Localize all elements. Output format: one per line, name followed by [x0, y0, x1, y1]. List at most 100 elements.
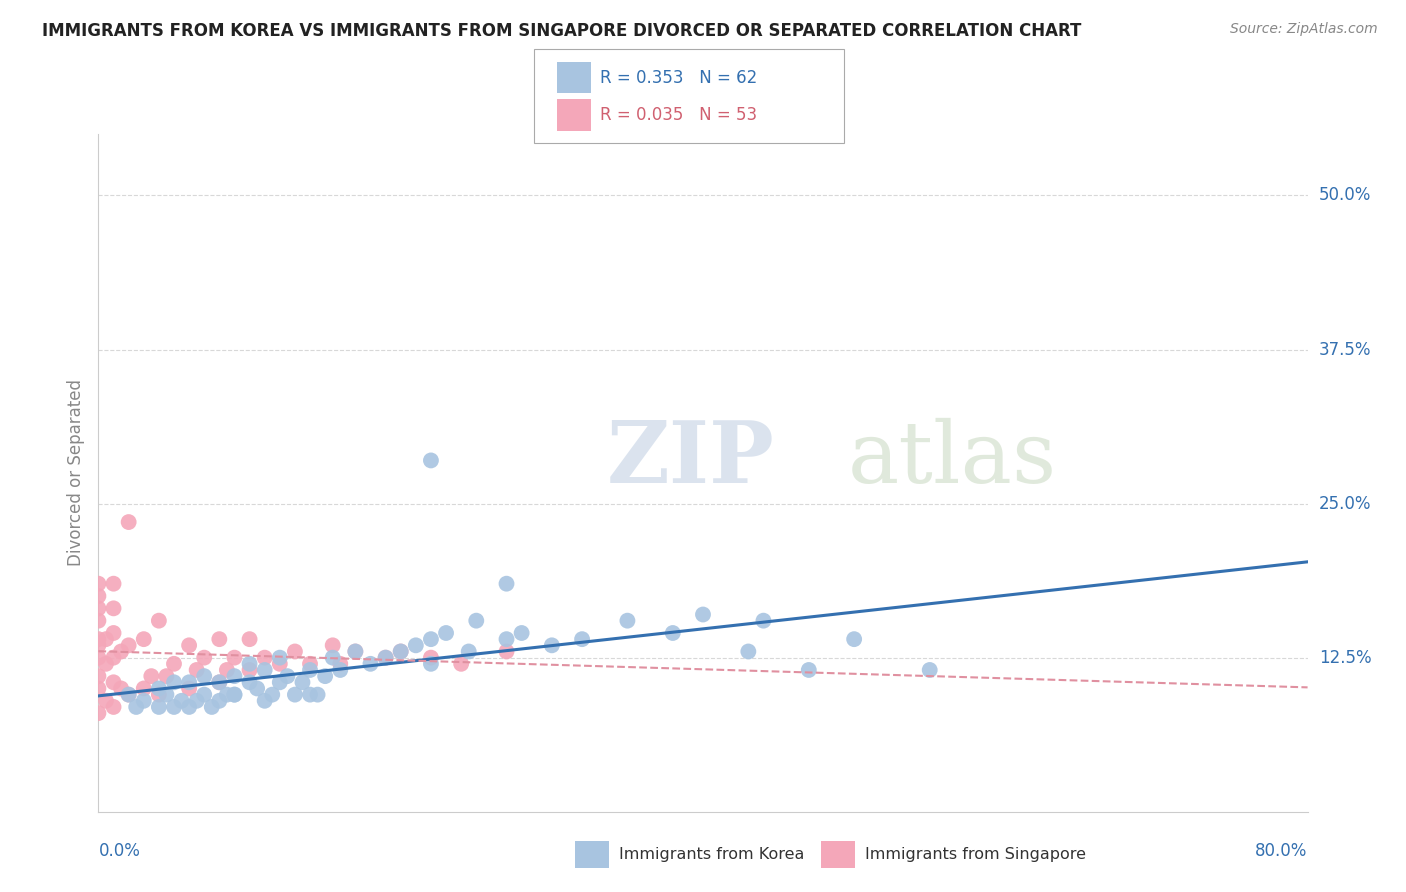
Point — [797, 663, 820, 677]
Text: IMMIGRANTS FROM KOREA VS IMMIGRANTS FROM SINGAPORE DIVORCED OR SEPARATED CORRELA: IMMIGRANTS FROM KOREA VS IMMIGRANTS FROM… — [42, 22, 1081, 40]
Point — [322, 650, 344, 665]
Point — [322, 638, 344, 652]
Point — [918, 663, 941, 677]
Point — [87, 632, 110, 647]
Point — [186, 663, 208, 677]
Point — [215, 663, 238, 677]
Point — [299, 688, 322, 702]
Point — [269, 657, 291, 671]
Point — [495, 632, 517, 647]
Point — [87, 706, 110, 720]
Point — [163, 700, 186, 714]
Point — [224, 688, 246, 702]
Point — [495, 576, 517, 591]
Point — [193, 669, 215, 683]
Point — [262, 688, 284, 702]
Point — [419, 650, 441, 665]
Point — [291, 675, 314, 690]
Point — [193, 650, 215, 665]
Point — [239, 675, 262, 690]
Point — [224, 688, 246, 702]
Point — [87, 601, 110, 615]
Point — [163, 657, 186, 671]
Point — [94, 694, 117, 708]
Point — [163, 675, 186, 690]
Point — [170, 694, 193, 708]
Point — [752, 614, 775, 628]
Point — [360, 657, 382, 671]
Point — [215, 688, 238, 702]
Point — [419, 657, 441, 671]
Point — [103, 601, 125, 615]
Point — [87, 589, 110, 603]
Point — [540, 638, 562, 652]
Point — [389, 644, 412, 658]
Point — [314, 669, 336, 683]
Point — [132, 632, 155, 647]
Text: 50.0%: 50.0% — [1319, 186, 1371, 204]
Point — [844, 632, 866, 647]
Point — [239, 657, 262, 671]
Point — [186, 694, 208, 708]
Point — [103, 675, 125, 690]
Point — [253, 663, 276, 677]
Point — [299, 663, 322, 677]
Point — [125, 700, 148, 714]
Point — [87, 614, 110, 628]
Text: atlas: atlas — [848, 417, 1057, 500]
Point — [141, 669, 163, 683]
Point — [434, 626, 457, 640]
Point — [510, 626, 533, 640]
Point — [103, 700, 125, 714]
Point — [389, 644, 412, 658]
Y-axis label: Divorced or Separated: Divorced or Separated — [66, 379, 84, 566]
Point — [110, 644, 132, 658]
Point — [246, 681, 269, 696]
Point — [253, 694, 276, 708]
Point — [118, 688, 141, 702]
Text: 25.0%: 25.0% — [1319, 494, 1371, 513]
Point — [177, 638, 201, 652]
Point — [276, 669, 298, 683]
Text: 0.0%: 0.0% — [98, 842, 141, 860]
Point — [329, 663, 352, 677]
Text: Immigrants from Singapore: Immigrants from Singapore — [865, 847, 1085, 863]
Point — [208, 675, 231, 690]
Point — [110, 681, 132, 696]
Point — [208, 632, 231, 647]
Point — [87, 669, 110, 683]
Point — [148, 614, 170, 628]
Point — [419, 453, 441, 467]
Point — [118, 515, 141, 529]
Point — [692, 607, 714, 622]
Point — [284, 688, 307, 702]
Point — [616, 614, 638, 628]
Point — [299, 657, 322, 671]
Point — [661, 626, 683, 640]
Point — [87, 638, 110, 652]
Point — [103, 626, 125, 640]
Point — [571, 632, 593, 647]
Point — [177, 700, 201, 714]
Text: 12.5%: 12.5% — [1319, 648, 1371, 666]
Point — [269, 650, 291, 665]
Point — [155, 669, 177, 683]
Point — [419, 632, 441, 647]
Text: R = 0.035   N = 53: R = 0.035 N = 53 — [600, 106, 758, 124]
Point — [457, 644, 479, 658]
Point — [87, 650, 110, 665]
Text: R = 0.353   N = 62: R = 0.353 N = 62 — [600, 69, 758, 87]
Point — [307, 688, 329, 702]
Point — [269, 675, 291, 690]
Point — [94, 657, 117, 671]
Point — [118, 688, 141, 702]
Point — [193, 688, 215, 702]
Text: ZIP: ZIP — [606, 417, 775, 501]
Point — [87, 681, 110, 696]
Point — [239, 632, 262, 647]
Point — [208, 694, 231, 708]
Point — [374, 650, 396, 665]
Text: 37.5%: 37.5% — [1319, 341, 1371, 359]
Point — [177, 675, 201, 690]
Point — [118, 638, 141, 652]
